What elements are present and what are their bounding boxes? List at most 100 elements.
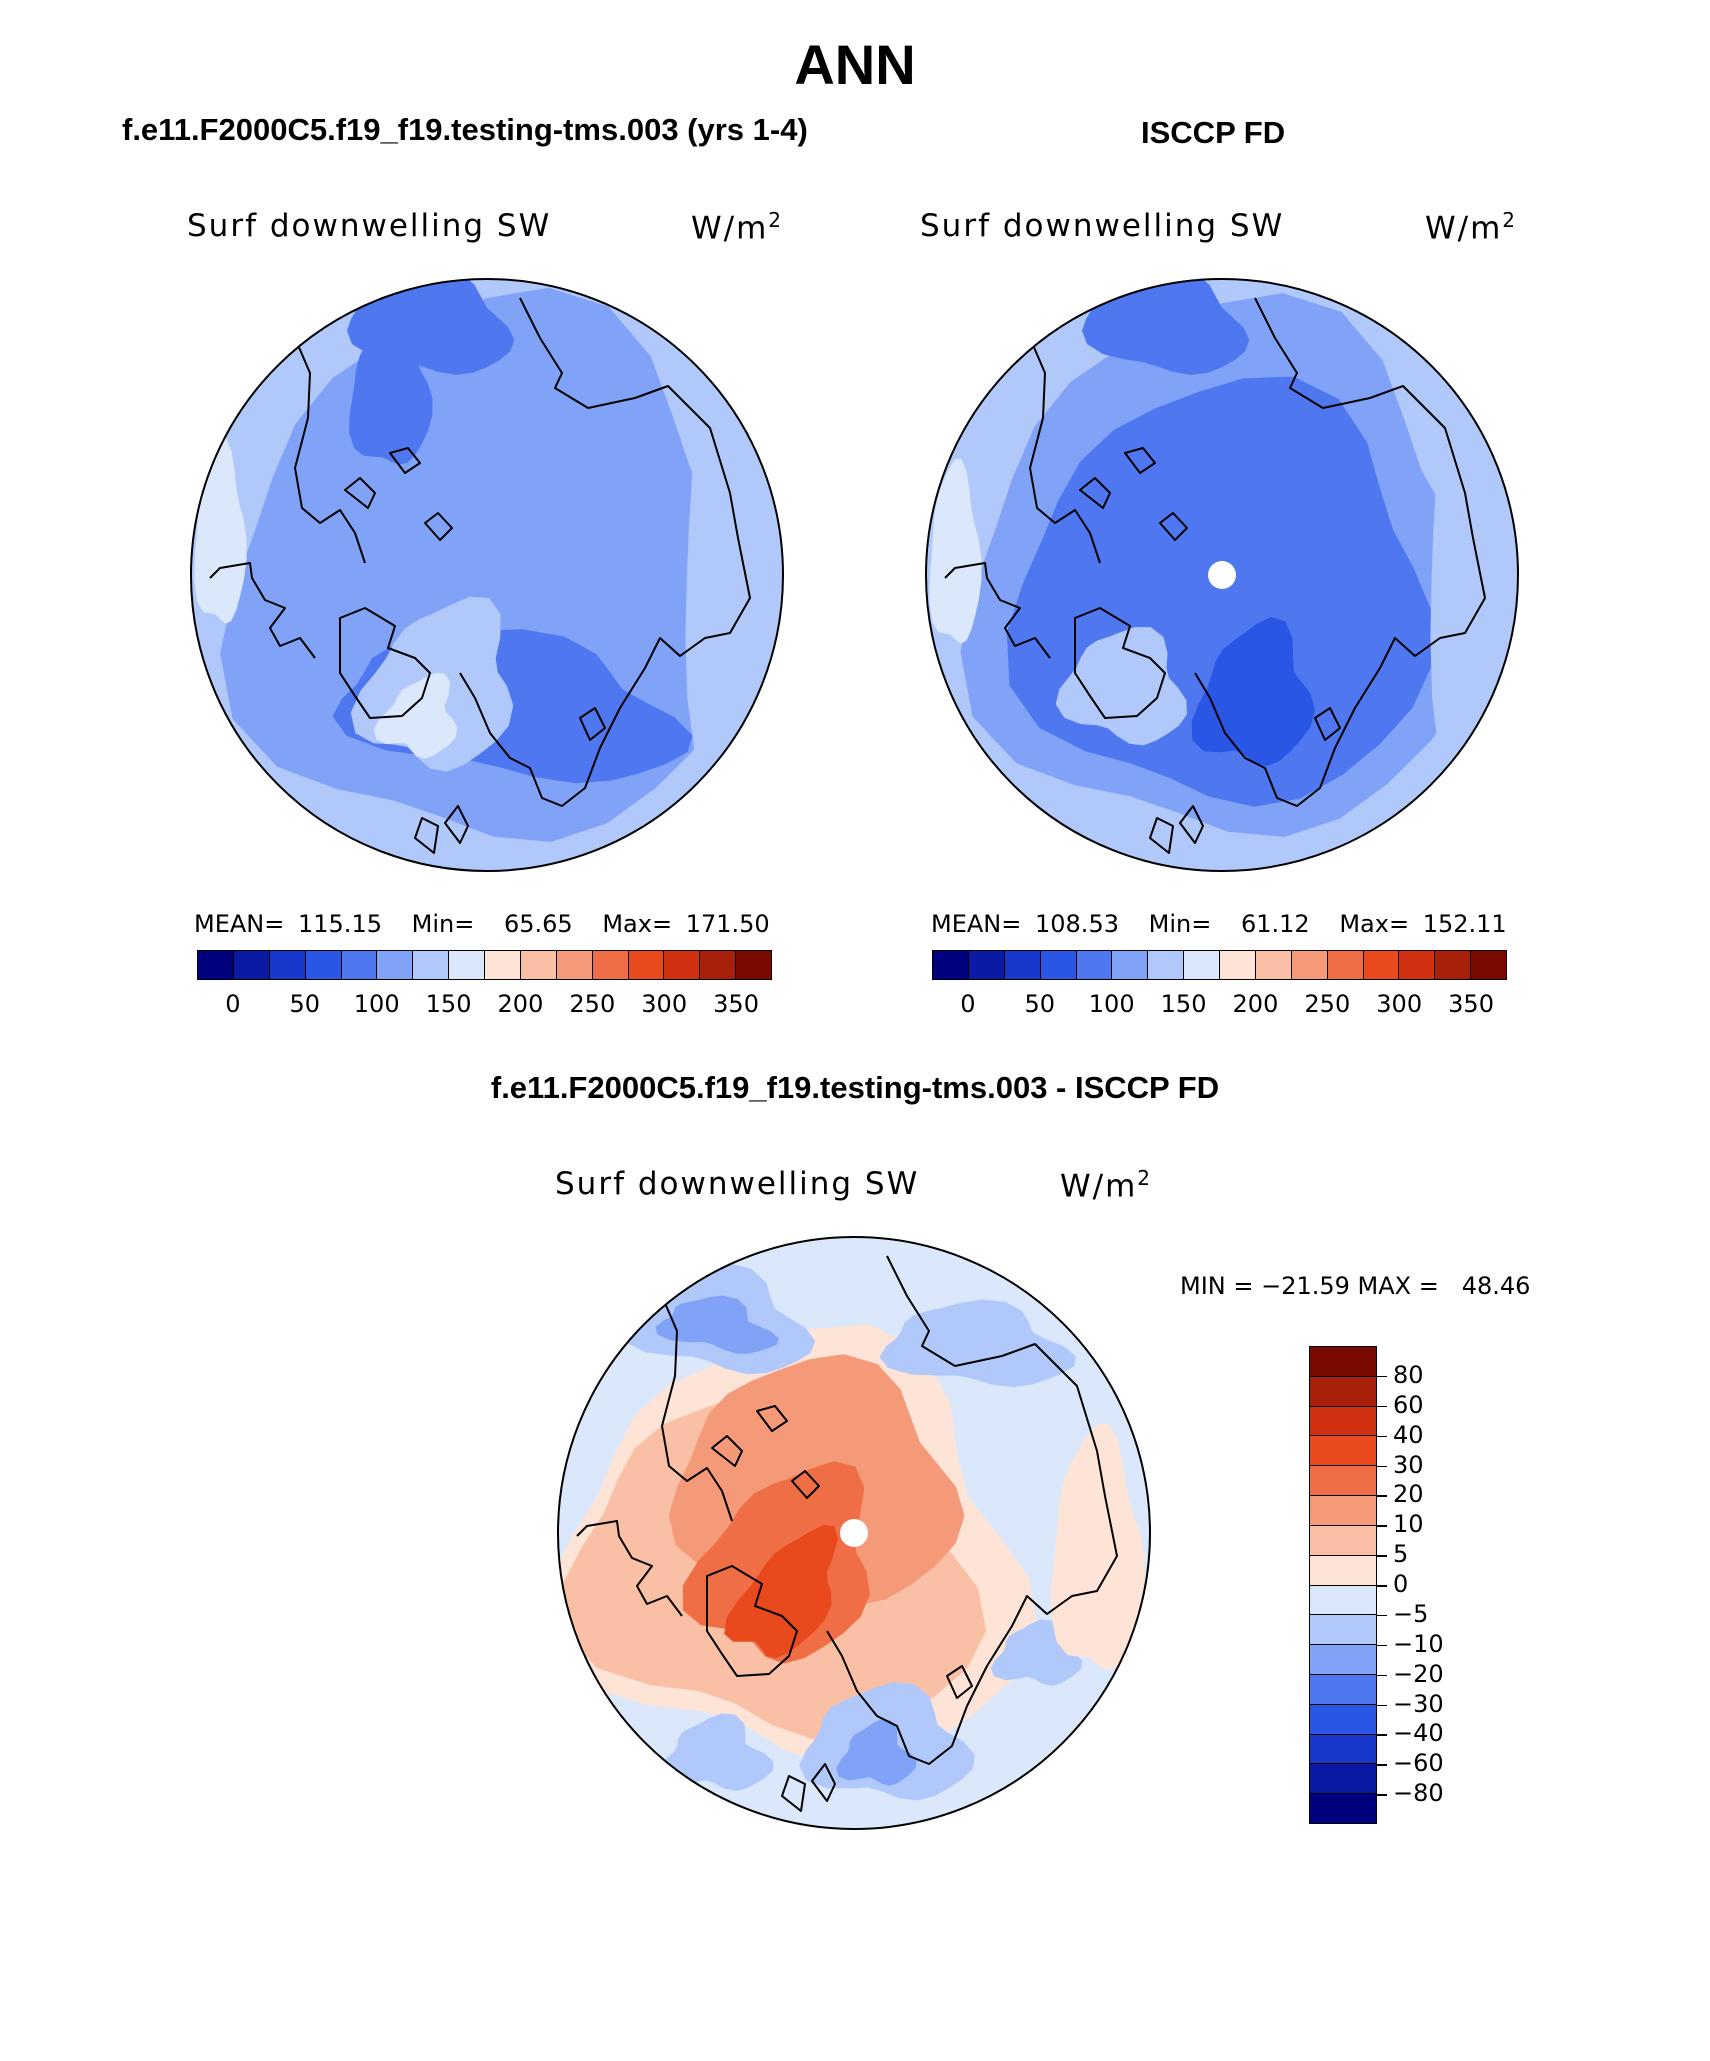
colorbar-swatch [1310,1466,1376,1497]
colorbar-swatch [377,951,414,979]
coastline [1124,447,1156,474]
coastline [1194,297,1486,807]
max-label: Max= [602,910,673,938]
mean-value: 108.53 [1035,910,1119,938]
colorbar-tick-label: 250 [569,990,616,1018]
colorbar-swatch [1076,951,1113,979]
polar-map-model [190,278,784,872]
colorbar-tick-mark [1377,1495,1387,1497]
coastline [389,447,421,474]
colorbar-swatch [1310,1674,1376,1705]
colorbar-swatch [1310,1585,1376,1616]
contour-band [349,320,433,465]
colorbar-tick-mark [1377,1435,1387,1438]
colorbar-swatch [1310,1376,1376,1407]
polar-map-difference [557,1236,1151,1830]
contour-band [879,1299,1076,1387]
coastline [781,1775,806,1812]
units-exponent: 2 [1502,208,1518,232]
stats-line: MEAN= 108.53 Min= 61.12 Max= 152.11 [931,910,1513,938]
colorbar-swatch [520,951,557,979]
contour-band [1051,1423,1145,1671]
colorbar-swatch [305,951,342,979]
colorbar-swatch [1435,951,1472,979]
units-base: W/m [1425,210,1503,247]
colorbar-tick-mark [1377,1644,1387,1647]
colorbar-swatch [556,951,593,979]
colorbar-tick-label: 60 [1393,1390,1424,1419]
variable-label: Surf downwelling SW [555,1166,920,1202]
colorbar-tick-mark [1377,1614,1387,1617]
colorbar-tick-label: 150 [1160,990,1207,1018]
colorbar-swatch [1399,951,1436,979]
coastline [579,707,606,741]
colorbar-tick-label: 20 [1393,1480,1424,1509]
colorbar-tick-mark [1377,1465,1387,1467]
panel-heading-obs: ISCCP FD [1141,115,1286,150]
colorbar-tick-label: 200 [497,990,544,1018]
colorbar-swatch [1310,1794,1376,1823]
colorbar-swatch [1040,951,1077,979]
coastline [1079,477,1111,509]
coastline [756,1405,788,1432]
units-label: W/m2 [691,208,783,246]
colorbar-swatch [233,951,270,979]
coastline [414,817,439,854]
mean-label: MEAN= [931,910,1022,938]
coastline [946,1665,973,1699]
colorbar-tick-label: 100 [1088,990,1135,1018]
colorbar-swatch [413,951,450,979]
colorbar-tick-label: 100 [353,990,400,1018]
colorbar-swatch [1363,951,1400,979]
colorbar-tick-label: −60 [1393,1749,1444,1778]
contour-band [373,673,458,759]
contour-band [659,1713,774,1791]
coastline [1149,817,1174,854]
coastline [706,1565,798,1677]
colorbar-swatch [968,951,1005,979]
colorbar-tick-label: −30 [1393,1689,1444,1718]
colorbar-tick-label: 5 [1393,1540,1409,1569]
variable-label: Surf downwelling SW [920,208,1285,244]
colorbar-swatch [1004,951,1041,979]
colorbar-swatch [1310,1734,1376,1765]
colorbar-tick-label: −5 [1393,1599,1429,1628]
colorbar-swatch [1291,951,1328,979]
map-boundary [925,278,1519,872]
colorbar-tick-label: −20 [1393,1659,1444,1688]
colorbar-tick-label: 150 [425,990,472,1018]
coastline [424,512,453,541]
colorbar-tick-label: 350 [1448,990,1494,1018]
colorbar-swatch [1310,1555,1376,1586]
colorbar-swatch [1310,1704,1376,1735]
colorbar-swatch [1112,951,1149,979]
colorbar-tick-label: 80 [1393,1360,1424,1389]
colorbar-swatch [1310,1525,1376,1556]
colorbar-tick-mark [1377,1585,1387,1587]
colorbar-tick-mark [1377,1555,1387,1557]
min-value: 61.12 [1240,910,1310,938]
coastline [944,562,1051,659]
stats-line: MEAN= 115.15 Min= 65.65 Max= 171.50 [194,910,776,938]
coastline [459,297,751,807]
colorbar-swatch [1220,951,1256,979]
mean-value: 115.15 [298,910,382,938]
coastline [1159,512,1188,541]
colorbar-swatch [1310,1406,1376,1437]
colorbar-tick-label: 200 [1232,990,1279,1018]
colorbar-tick-label: 300 [641,990,688,1018]
colorbar-swatch [736,951,771,979]
units-label: W/m2 [1425,208,1517,246]
colorbar-swatch [1310,1645,1376,1675]
contour-band [655,1295,779,1354]
colorbar-swatch [1310,1436,1376,1467]
diff-minmax: MIN = −21.59 MAX = 48.46 [1180,1272,1531,1300]
colorbar-tick-label: −80 [1393,1779,1444,1808]
colorbar-tick-label: 10 [1393,1510,1424,1539]
coastline [826,1255,1118,1765]
colorbar-swatch [1310,1496,1376,1526]
colorbar-swatch [485,951,521,979]
colorbar-swatch [933,951,969,979]
coastline [636,1255,733,1522]
colorbar-swatch [1471,951,1506,979]
